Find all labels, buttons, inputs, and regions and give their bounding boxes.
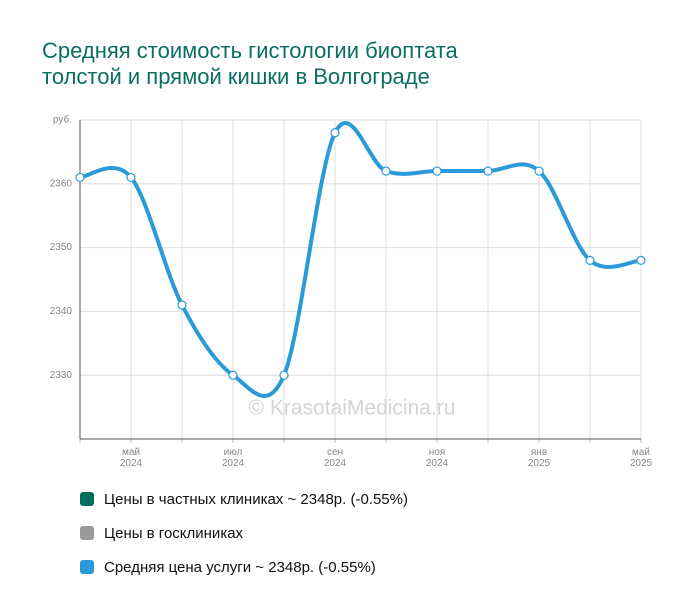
point	[330, 128, 340, 138]
point	[228, 370, 238, 380]
y-tick-label: руб.	[53, 114, 72, 126]
legend-swatch	[80, 526, 94, 540]
x-tick-label: янв 2025	[527, 447, 551, 469]
point	[636, 255, 646, 265]
x-tick-label: ноя 2024	[425, 447, 449, 469]
point	[177, 300, 187, 310]
legend-label: Цены в частных клиниках ~ 2348р. (-0.55%…	[104, 490, 408, 508]
y-tick-label: 2360	[50, 178, 73, 189]
legend-item: Цены в частных клиниках ~ 2348р. (-0.55%…	[80, 490, 408, 508]
legend-label: Средняя цена услуги ~ 2348р. (-0.55%)	[104, 558, 376, 576]
point	[279, 370, 289, 380]
legend-item: Средняя цена услуги ~ 2348р. (-0.55%)	[80, 558, 376, 576]
point	[432, 166, 442, 176]
watermark: © KrasotaiMedicina.ru	[249, 397, 456, 420]
legend-label: Цены в госклиниках	[104, 524, 244, 542]
point	[126, 172, 136, 183]
y-tick-label: 2340	[50, 306, 73, 317]
x-tick-label: май 2024	[119, 447, 143, 469]
y-tick-label: 2350	[50, 242, 73, 253]
legend-swatch	[80, 492, 94, 506]
point	[585, 255, 595, 265]
y-tick-label: 2330	[50, 370, 73, 381]
legend-item: Цены в госклиниках	[80, 524, 243, 542]
chart-title: Средняя стоимость гистологии биоптата то…	[42, 38, 458, 89]
x-tick-label: июл 2024	[221, 447, 245, 469]
point	[75, 172, 85, 183]
point	[483, 166, 493, 176]
x-tick-label: май 2025	[629, 447, 653, 469]
legend-swatch	[80, 560, 94, 574]
point	[381, 166, 391, 176]
x-tick-label: сен 2024	[323, 447, 347, 469]
point	[534, 166, 544, 176]
line	[78, 121, 643, 399]
